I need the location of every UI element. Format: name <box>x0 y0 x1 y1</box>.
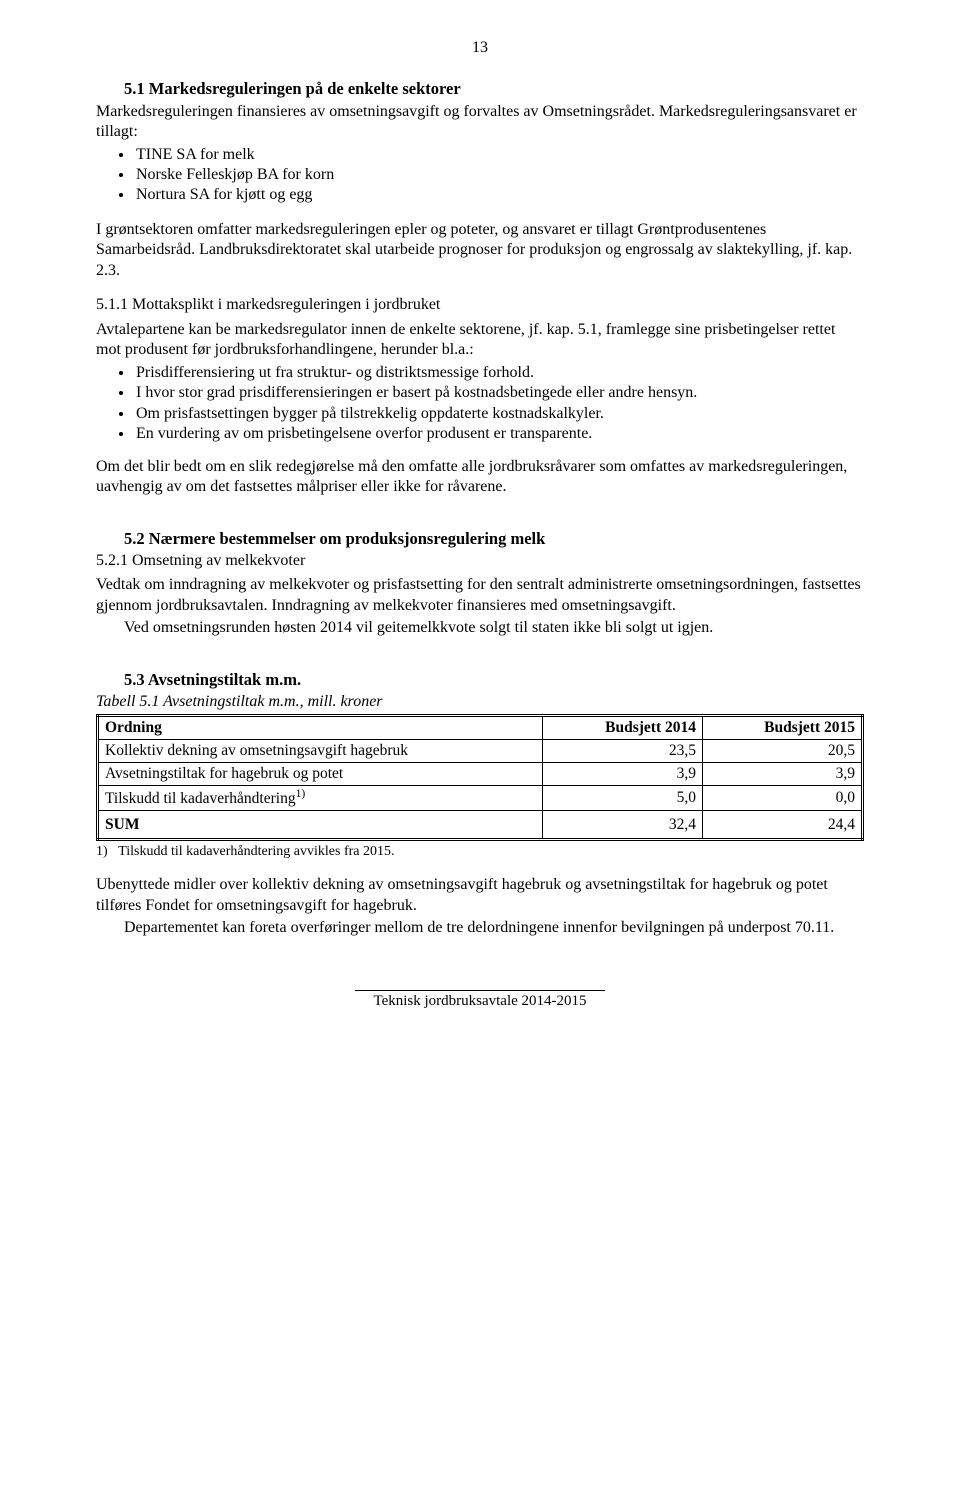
cell-value: 5,0 <box>543 785 703 810</box>
heading-5-2-1: 5.2.1 Omsetning av melkekvoter <box>96 551 864 571</box>
cell-value: 3,9 <box>703 762 863 785</box>
text-span: Tilskudd til kadaverhåndtering <box>105 790 296 807</box>
paragraph: Om det blir bedt om en slik redegjørelse… <box>96 457 864 498</box>
list-item: TINE SA for melk <box>134 145 864 165</box>
text-span: Tilskudd til kadaverhåndtering avvikles … <box>118 844 394 859</box>
page-number: 13 <box>96 38 864 58</box>
cell-label: Kollektiv dekning av omsetningsavgift ha… <box>98 739 543 762</box>
col-header-budsjett-2014: Budsjett 2014 <box>543 716 703 740</box>
list-item: I hvor stor grad prisdifferensieringen e… <box>134 383 864 403</box>
list-item: Nortura SA for kjøtt og egg <box>134 185 864 205</box>
col-header-budsjett-2015: Budsjett 2015 <box>703 716 863 740</box>
table-caption: Tabell 5.1 Avsetningstiltak m.m., mill. … <box>96 692 864 712</box>
cell-value: 23,5 <box>543 739 703 762</box>
cell-value: 20,5 <box>703 739 863 762</box>
table-row: Avsetningstiltak for hagebruk og potet 3… <box>98 762 863 785</box>
table-sum-row: SUM 32,4 24,4 <box>98 810 863 840</box>
list-item: Prisdifferensiering ut fra struktur- og … <box>134 363 864 383</box>
cell-value: 3,9 <box>543 762 703 785</box>
entity-list: TINE SA for melk Norske Felleskjøp BA fo… <box>96 145 864 206</box>
paragraph: Ved omsetningsrunden høsten 2014 vil gei… <box>96 618 864 638</box>
heading-5-2: 5.2 Nærmere bestemmelser om produksjonsr… <box>124 528 864 549</box>
list-item: Om prisfastsettingen bygger på tilstrekk… <box>134 404 864 424</box>
footer-rule <box>355 990 605 991</box>
cell-sum-value: 32,4 <box>543 810 703 840</box>
table-footnote: 1) Tilskudd til kadaverhåndtering avvikl… <box>96 843 864 861</box>
paragraph: Avtalepartene kan be markedsregulator in… <box>96 320 864 361</box>
list-item: Norske Felleskjøp BA for korn <box>134 165 864 185</box>
paragraph: Ubenyttede midler over kollektiv dekning… <box>96 875 864 916</box>
table-row: Tilskudd til kadaverhåndtering1) 5,0 0,0 <box>98 785 863 810</box>
bullet-list: Prisdifferensiering ut fra struktur- og … <box>96 363 864 445</box>
list-item: En vurdering av om prisbetingelsene over… <box>134 424 864 444</box>
table-row: Kollektiv dekning av omsetningsavgift ha… <box>98 739 863 762</box>
cell-sum-value: 24,4 <box>703 810 863 840</box>
cell-label: Tilskudd til kadaverhåndtering1) <box>98 785 543 810</box>
cell-sum-label: SUM <box>98 810 543 840</box>
page-footer: Teknisk jordbruksavtale 2014-2015 <box>96 987 864 1011</box>
table-avsetningstiltak: Ordning Budsjett 2014 Budsjett 2015 Koll… <box>96 714 864 841</box>
cell-label: Avsetningstiltak for hagebruk og potet <box>98 762 543 785</box>
paragraph: Vedtak om inndragning av melkekvoter og … <box>96 575 864 616</box>
heading-5-1: 5.1 Markedsreguleringen på de enkelte se… <box>124 78 864 99</box>
paragraph: Departementet kan foreta overføringer me… <box>96 918 864 938</box>
col-header-ordning: Ordning <box>98 716 543 740</box>
table-header-row: Ordning Budsjett 2014 Budsjett 2015 <box>98 716 863 740</box>
heading-5-3: 5.3 Avsetningstiltak m.m. <box>124 669 864 690</box>
cell-value: 0,0 <box>703 785 863 810</box>
paragraph: I grøntsektoren omfatter markedsreguleri… <box>96 220 864 281</box>
paragraph: Markedsreguleringen finansieres av omset… <box>96 102 864 143</box>
text-span: kan be markedsregulator innen de enkelte… <box>96 321 835 358</box>
text-span: 1) <box>96 844 108 859</box>
text-span: Avtalepartene <box>96 321 189 338</box>
footnote-ref: 1) <box>296 787 306 800</box>
heading-5-1-1: 5.1.1 Mottaksplikt i markedsreguleringen… <box>96 295 864 315</box>
footer-text: Teknisk jordbruksavtale 2014-2015 <box>373 993 586 1009</box>
